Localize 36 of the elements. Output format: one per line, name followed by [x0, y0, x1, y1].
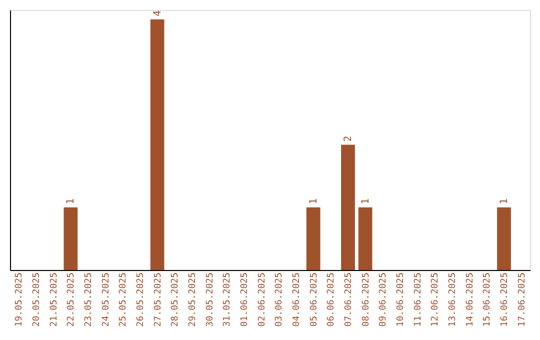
x-tick-label: 04.06.2025	[292, 272, 302, 327]
x-tick-label: 17.06.2025	[517, 272, 528, 327]
x-tick-label: 31.05.2025	[222, 272, 233, 327]
x-tick-label: 28.05.2025	[170, 272, 181, 327]
x-tick-label: 22.05.2025	[66, 272, 77, 327]
data-label: 1	[499, 198, 510, 204]
x-tick-label: 26.05.2025	[136, 272, 146, 327]
data-label: 4	[152, 10, 164, 16]
x-tick-label: 05.06.2025	[309, 272, 320, 327]
x-tick-label: 29.05.2025	[188, 272, 198, 327]
data-label: 1	[308, 198, 320, 204]
x-tick-label: 30.05.2025	[205, 272, 216, 327]
x-tick-label: 09.06.2025	[378, 272, 389, 327]
x-tick-label: 14.06.2025	[465, 272, 476, 327]
x-tick-label: 10.06.2025	[396, 272, 406, 327]
x-tick-label: 03.06.2025	[274, 272, 285, 327]
data-label: 2	[343, 136, 354, 142]
x-tick-label: 20.05.2025	[32, 272, 42, 327]
x-tick-label: 15.06.2025	[482, 272, 493, 327]
x-tick-label: 08.06.2025	[361, 272, 372, 327]
data-label: 1	[66, 198, 77, 204]
x-tick-label: 21.05.2025	[49, 272, 60, 327]
x-tick-label: 27.05.2025	[153, 272, 164, 327]
data-label: 1	[360, 198, 372, 204]
x-tick-label: 07.06.2025	[344, 272, 354, 327]
x-tick-label: 02.06.2025	[257, 272, 268, 327]
x-tick-label: 11.06.2025	[413, 272, 424, 327]
x-tick-label: 12.06.2025	[430, 272, 441, 327]
x-tick-label: 06.06.2025	[326, 272, 337, 327]
x-tick-label: 23.05.2025	[84, 272, 94, 327]
x-tick-label: 16.06.2025	[500, 272, 510, 327]
x-tick-label: 19.05.2025	[14, 272, 25, 327]
x-tick-label: 25.05.2025	[118, 272, 129, 327]
x-tick-label: 24.05.2025	[101, 272, 112, 327]
x-tick-label: 01.06.2025	[240, 272, 250, 327]
x-tick-label: 13.06.2025	[448, 272, 458, 327]
